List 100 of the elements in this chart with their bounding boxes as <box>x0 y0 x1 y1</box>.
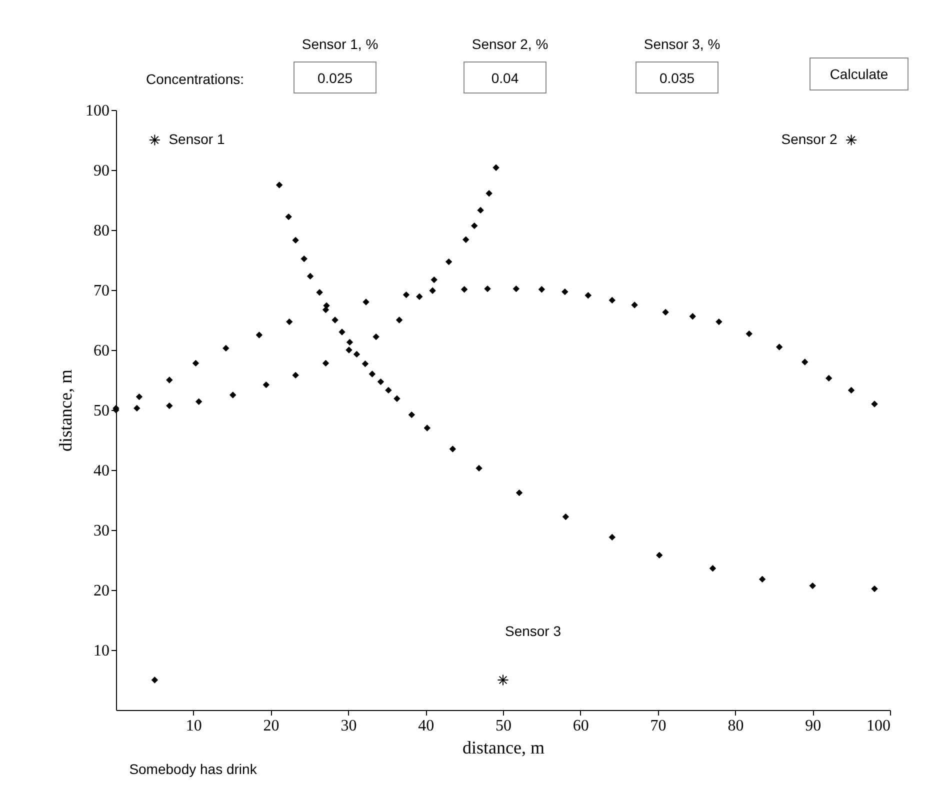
y-tick-label: 90 <box>94 162 110 180</box>
x-tick-label: 40 <box>418 718 434 734</box>
point <box>871 585 878 592</box>
point <box>195 398 202 405</box>
point <box>136 393 143 400</box>
point <box>516 489 523 496</box>
x-tick-label: 70 <box>650 718 666 734</box>
point <box>230 392 236 398</box>
point <box>497 674 509 686</box>
point <box>477 206 484 214</box>
point <box>192 360 200 367</box>
point <box>368 370 376 378</box>
point <box>445 258 452 266</box>
point <box>430 276 438 284</box>
point <box>486 190 492 197</box>
point <box>460 286 468 293</box>
point <box>608 296 616 304</box>
point <box>166 402 173 410</box>
point <box>631 302 638 308</box>
text: Sensor 3 <box>504 623 562 639</box>
text: 0.025 <box>317 70 353 86</box>
text: 0.035 <box>659 70 695 86</box>
point <box>476 464 482 472</box>
x-tick-label: 50 <box>496 718 512 734</box>
point <box>746 330 752 338</box>
point <box>256 332 263 338</box>
point <box>306 272 314 280</box>
point <box>716 318 722 326</box>
point <box>462 236 470 243</box>
point <box>562 288 568 296</box>
point <box>353 350 360 358</box>
y-tick-label: 60 <box>94 342 110 360</box>
y-tick-label: 30 <box>94 522 110 540</box>
point <box>709 565 716 572</box>
y-tick-label: 10 <box>94 642 110 660</box>
x-axis-title: distance, m <box>462 738 544 758</box>
point <box>346 346 352 354</box>
point <box>402 291 410 298</box>
y-tick-label: 50 <box>94 402 110 420</box>
point <box>848 386 855 394</box>
point <box>222 344 230 352</box>
point <box>316 289 323 296</box>
point <box>512 285 520 292</box>
point <box>377 378 384 386</box>
series-label: Sensor 1 <box>168 131 225 147</box>
point <box>809 582 816 590</box>
text: Sensor 1, % <box>302 36 378 52</box>
text: Sensor 3, % <box>644 36 720 52</box>
point <box>538 286 546 293</box>
x-tick-label: 90 <box>805 718 822 734</box>
point <box>484 285 491 292</box>
y-tick-label: 100 <box>86 102 110 120</box>
point <box>292 372 299 379</box>
point <box>802 358 808 366</box>
series-label: Sensor 2 <box>781 131 838 147</box>
y-axis-title: distance, m <box>56 370 76 452</box>
point <box>776 344 783 350</box>
point <box>846 134 858 146</box>
point <box>332 316 338 324</box>
point <box>662 308 669 316</box>
point <box>285 213 292 220</box>
point <box>362 360 369 368</box>
point <box>276 182 283 188</box>
text: Concentrations: <box>146 71 244 87</box>
point <box>322 360 330 367</box>
y-tick-label: 20 <box>94 582 110 600</box>
point <box>408 411 416 418</box>
point <box>492 164 500 171</box>
point <box>471 222 478 230</box>
point <box>608 534 616 541</box>
point <box>449 446 456 452</box>
point <box>385 386 392 394</box>
text: Somebody has drink <box>129 761 258 777</box>
x-tick-label: 30 <box>340 718 357 734</box>
point <box>416 293 423 300</box>
point <box>689 313 696 320</box>
point <box>396 316 403 324</box>
point <box>300 255 308 262</box>
x-tick-label: 100 <box>866 718 890 734</box>
point <box>338 328 346 336</box>
text: Sensor 2, % <box>472 36 548 52</box>
y-tick-label: 80 <box>94 222 110 240</box>
point <box>394 395 400 402</box>
point <box>346 338 354 346</box>
point <box>826 374 832 382</box>
point <box>292 236 299 244</box>
x-tick-label: 60 <box>572 718 589 734</box>
point <box>148 134 160 146</box>
x-tick-label: 20 <box>263 718 280 734</box>
point <box>262 381 270 388</box>
point <box>323 302 330 309</box>
point <box>166 376 173 384</box>
x-tick-label: 80 <box>728 718 744 734</box>
text: 0.04 <box>491 70 519 86</box>
x-tick-label: 10 <box>186 718 202 734</box>
y-tick-label: 40 <box>94 462 110 480</box>
point <box>584 292 592 299</box>
point <box>286 318 293 326</box>
text: Calculate <box>830 66 888 82</box>
point <box>871 400 878 408</box>
